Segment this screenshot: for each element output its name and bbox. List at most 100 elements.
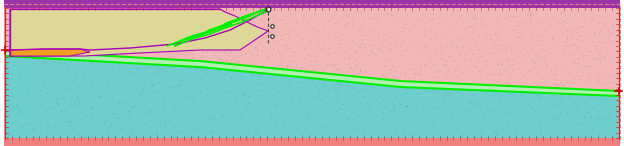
Point	[416, 70, 426, 72]
Point	[406, 54, 416, 57]
Point	[255, 44, 265, 46]
Point	[611, 30, 621, 33]
Point	[86, 135, 96, 137]
Point	[421, 29, 431, 31]
Point	[485, 110, 495, 112]
Point	[537, 21, 547, 23]
Point	[333, 56, 343, 58]
Point	[80, 15, 90, 18]
Point	[28, 127, 38, 129]
Point	[557, 113, 567, 115]
Point	[538, 56, 548, 58]
Point	[432, 38, 442, 40]
Point	[242, 15, 252, 17]
Point	[459, 67, 469, 69]
Point	[57, 20, 67, 22]
Point	[24, 116, 34, 118]
Point	[360, 23, 370, 25]
Point	[158, 93, 168, 95]
Point	[278, 101, 288, 104]
Point	[590, 57, 600, 59]
Point	[51, 101, 61, 103]
Point	[566, 13, 576, 15]
Point	[416, 16, 426, 19]
Point	[575, 15, 585, 17]
Point	[220, 30, 230, 33]
Point	[253, 47, 263, 49]
Point	[164, 56, 174, 58]
Point	[51, 16, 61, 18]
Point	[163, 10, 173, 12]
Point	[542, 64, 552, 66]
Point	[340, 67, 350, 69]
Point	[433, 26, 443, 28]
Point	[534, 70, 544, 73]
Point	[427, 120, 437, 122]
Point	[333, 113, 343, 115]
Point	[395, 54, 405, 56]
Point	[251, 51, 261, 53]
Point	[351, 51, 361, 53]
Point	[431, 63, 441, 65]
Point	[542, 53, 552, 55]
Point	[571, 27, 581, 29]
Point	[553, 83, 563, 86]
Point	[318, 79, 328, 81]
Point	[206, 130, 216, 132]
Point	[454, 15, 464, 17]
Point	[555, 11, 565, 14]
Point	[265, 16, 275, 19]
Point	[526, 106, 536, 108]
Point	[356, 12, 366, 14]
Point	[565, 44, 575, 47]
Point	[24, 88, 34, 91]
Point	[88, 9, 98, 12]
Point	[580, 54, 590, 57]
Point	[229, 34, 239, 36]
Point	[474, 53, 484, 55]
Point	[580, 81, 590, 83]
Point	[388, 104, 397, 106]
Point	[151, 12, 161, 14]
Point	[3, 69, 13, 72]
Point	[562, 128, 572, 130]
Point	[290, 87, 300, 89]
Point	[213, 14, 223, 16]
Point	[350, 45, 360, 47]
Point	[11, 36, 21, 39]
Point	[42, 14, 52, 16]
Point	[15, 49, 25, 51]
Point	[276, 24, 286, 26]
Point	[396, 32, 406, 34]
Point	[547, 89, 557, 91]
Point	[160, 122, 170, 125]
Point	[330, 64, 340, 66]
Point	[400, 109, 410, 112]
Point	[55, 44, 65, 46]
Point	[570, 70, 580, 72]
Point	[491, 53, 501, 55]
Point	[411, 49, 421, 51]
Point	[133, 66, 143, 69]
Point	[88, 50, 98, 53]
Point	[363, 7, 373, 10]
Point	[477, 68, 487, 70]
Point	[248, 31, 258, 34]
Point	[49, 36, 59, 38]
Point	[494, 19, 504, 22]
Point	[252, 42, 262, 45]
Point	[129, 37, 139, 39]
Point	[282, 106, 292, 109]
Point	[281, 16, 291, 18]
Point	[25, 80, 35, 83]
Point	[580, 67, 590, 69]
Point	[363, 87, 373, 89]
Point	[340, 42, 350, 44]
Point	[519, 70, 529, 72]
Point	[201, 67, 211, 69]
Point	[10, 39, 20, 41]
Point	[115, 39, 125, 41]
Point	[47, 37, 57, 39]
Point	[404, 68, 414, 70]
Point	[605, 80, 615, 83]
